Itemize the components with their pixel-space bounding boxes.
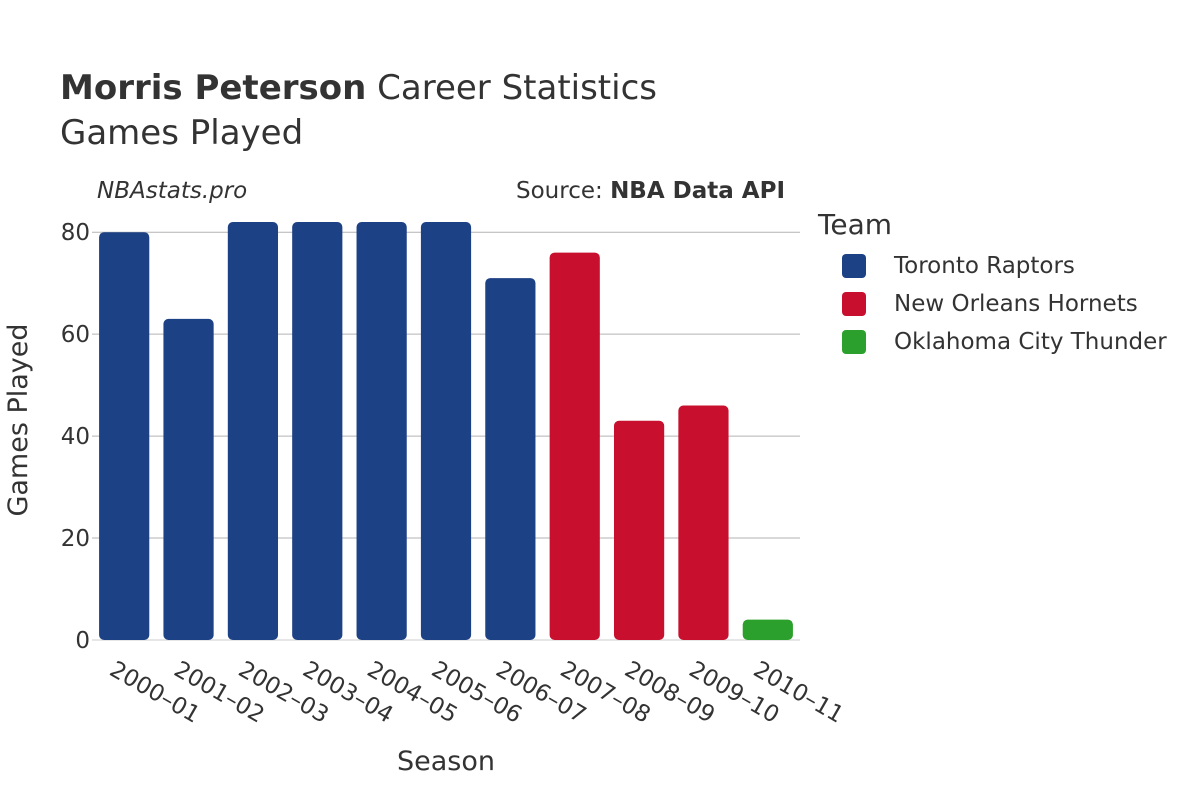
- legend-swatch: [842, 254, 866, 278]
- legend-swatch: [842, 330, 866, 354]
- bar-2005–06: [420, 222, 472, 640]
- legend-item[interactable]: Toronto Raptors: [842, 251, 1075, 281]
- y-tick-label: 60: [61, 322, 90, 348]
- bars: [99, 222, 793, 640]
- bar-2001–02: [163, 318, 214, 640]
- y-tick-label: 20: [61, 526, 90, 552]
- legend-item[interactable]: New Orleans Hornets: [842, 289, 1138, 319]
- bar-2002–03: [227, 222, 279, 640]
- bar-2004–05: [356, 222, 407, 640]
- y-axis-title: Games Played: [3, 323, 34, 516]
- chart-title: Morris Peterson Career Statistics: [60, 68, 657, 108]
- title-rest: Career Statistics: [366, 68, 657, 108]
- chart-subtitle: Games Played: [60, 113, 304, 153]
- bar-2006–07: [485, 278, 536, 640]
- legend-label: New Orleans Hornets: [894, 291, 1138, 317]
- legend-label: Oklahoma City Thunder: [894, 329, 1167, 355]
- bar-2008–09: [613, 420, 665, 640]
- source-credit: Source: NBA Data API: [516, 178, 785, 204]
- legend-title: Team: [818, 208, 893, 241]
- legend-label: Toronto Raptors: [894, 253, 1075, 279]
- site-credit: NBAstats.pro: [97, 178, 248, 204]
- x-axis-title: Season: [397, 746, 495, 777]
- y-tick-label: 40: [61, 424, 90, 450]
- bar-2000–01: [99, 232, 150, 640]
- source-name: NBA Data API: [610, 178, 785, 204]
- source-prefix: Source:: [516, 178, 611, 204]
- bar-2007–08: [549, 252, 600, 640]
- title-player-name: Morris Peterson: [60, 68, 367, 108]
- x-tick-labels: 2000–012001–022002–032003–042004–052005–…: [105, 657, 848, 729]
- y-tick-labels: 0 20 40 60 80: [61, 220, 90, 654]
- y-tick-label: 80: [61, 220, 90, 246]
- bar-2003–04: [292, 222, 343, 640]
- y-tick-label: 0: [75, 628, 90, 654]
- bar-2009–10: [678, 405, 729, 640]
- bar-2010–11: [742, 619, 793, 640]
- legend-swatch: [842, 292, 866, 316]
- legend-item[interactable]: Oklahoma City Thunder: [842, 327, 1167, 357]
